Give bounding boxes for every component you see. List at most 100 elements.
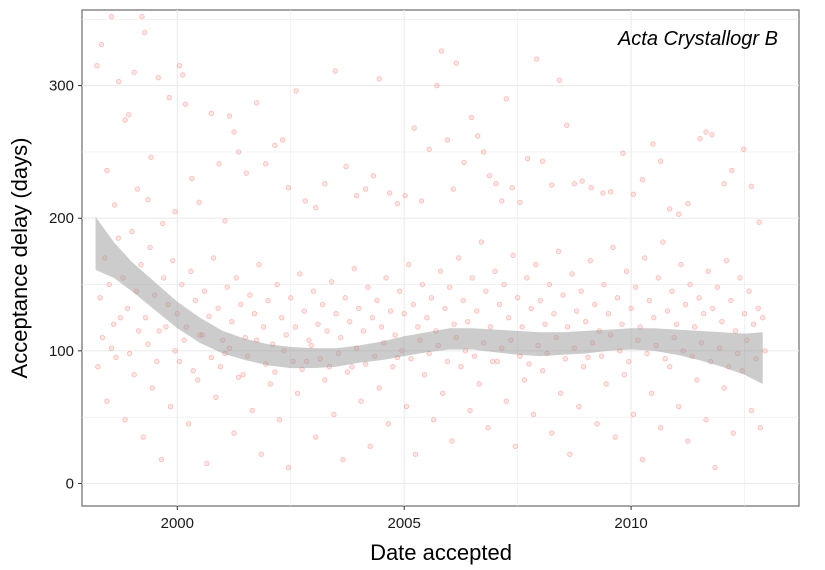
data-point: [126, 350, 133, 357]
data-point: [108, 345, 115, 351]
data-point: [349, 364, 355, 370]
data-point: [217, 364, 224, 370]
data-point: [579, 178, 585, 184]
data-point: [632, 284, 639, 290]
data-point: [158, 456, 165, 463]
data-point: [226, 113, 233, 119]
data-point: [712, 464, 718, 471]
data-point: [154, 358, 160, 365]
data-point: [406, 261, 412, 268]
data-point: [356, 305, 362, 312]
data-point: [353, 192, 360, 199]
data-point: [607, 188, 614, 195]
data-point: [755, 305, 761, 312]
data-point: [642, 255, 648, 261]
data-point: [426, 146, 432, 152]
data-point: [351, 265, 357, 272]
data-point: [149, 385, 156, 391]
data-point: [167, 403, 174, 410]
data-point: [678, 261, 684, 268]
data-point: [99, 334, 106, 341]
data-point: [343, 163, 349, 170]
data-point: [444, 358, 451, 365]
data-point: [138, 261, 144, 268]
data-point: [279, 137, 286, 143]
data-point: [115, 235, 122, 241]
data-point: [231, 430, 237, 436]
data-point: [603, 381, 609, 387]
data-point: [272, 369, 278, 375]
data-point: [757, 425, 764, 431]
data-point: [362, 361, 369, 367]
data-point: [526, 361, 532, 367]
data-point: [313, 434, 319, 440]
data-point: [360, 328, 367, 334]
data-point: [293, 88, 299, 94]
data-point: [651, 314, 657, 321]
data-point: [639, 177, 646, 183]
data-point: [650, 141, 656, 147]
data-point: [444, 137, 451, 143]
data-point: [588, 185, 594, 191]
data-point: [741, 311, 748, 317]
data-point: [685, 200, 691, 207]
y-axis-title: Acceptance delay (days): [7, 138, 32, 379]
data-point: [145, 196, 151, 203]
data-point: [461, 159, 467, 166]
data-point: [383, 275, 389, 281]
data-point: [156, 328, 162, 334]
data-point: [451, 321, 457, 328]
data-point: [585, 354, 591, 361]
data-point: [254, 100, 260, 106]
data-point: [576, 403, 582, 410]
data-point: [528, 305, 534, 312]
data-point: [283, 332, 289, 338]
data-point: [729, 167, 735, 174]
data-point: [192, 297, 199, 304]
data-point: [594, 421, 600, 427]
data-point: [104, 398, 110, 404]
data-point: [450, 186, 456, 192]
data-point: [446, 284, 453, 290]
data-point: [542, 321, 548, 328]
data-point: [365, 284, 371, 290]
data-point: [701, 311, 707, 317]
data-point: [396, 288, 403, 294]
data-point: [756, 219, 762, 225]
data-point: [548, 182, 555, 188]
data-point: [728, 297, 734, 304]
data-point: [231, 129, 237, 135]
data-point: [539, 158, 546, 164]
data-point: [619, 321, 625, 328]
data-point: [723, 257, 730, 264]
data-point: [465, 318, 471, 325]
data-point: [493, 181, 499, 187]
data-point: [551, 311, 557, 317]
data-point: [428, 295, 435, 301]
data-point: [292, 324, 298, 330]
data-point: [302, 198, 308, 204]
data-point: [471, 353, 478, 359]
data-point: [170, 257, 176, 264]
data-point: [494, 358, 500, 365]
data-point: [548, 430, 555, 436]
data-point: [442, 305, 448, 312]
data-point: [288, 295, 294, 301]
data-point: [256, 261, 262, 268]
data-point: [148, 154, 154, 160]
data-point: [524, 155, 531, 162]
data-point: [285, 185, 292, 191]
data-point: [710, 305, 716, 312]
data-point: [139, 13, 145, 20]
data-point: [492, 268, 498, 274]
data-point: [740, 146, 747, 152]
data-point: [657, 158, 664, 164]
x-axis-ticks: 2000 2005 2010: [161, 506, 648, 532]
data-point: [222, 218, 228, 224]
data-point: [160, 220, 166, 227]
data-point: [623, 268, 630, 274]
data-point: [664, 308, 671, 314]
data-point: [195, 377, 201, 383]
data-point: [179, 281, 185, 288]
data-point: [134, 186, 141, 192]
